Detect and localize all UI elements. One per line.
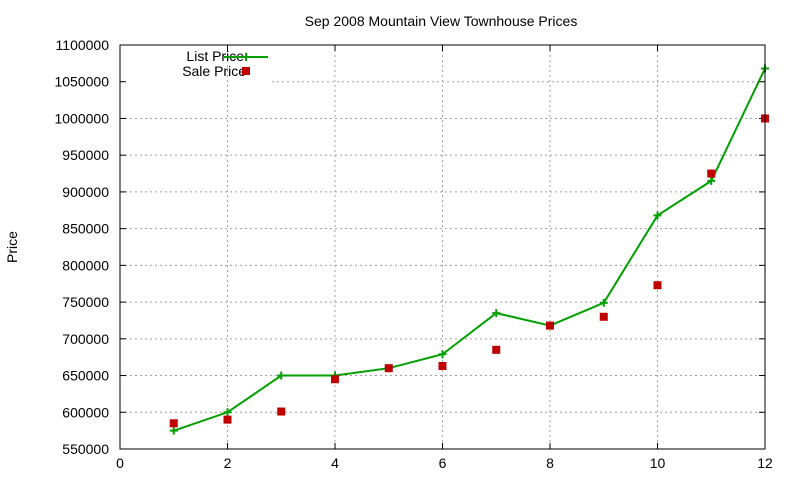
sale-price-point bbox=[223, 415, 232, 424]
y-axis-label: Price bbox=[4, 231, 20, 263]
list-price-point bbox=[599, 298, 608, 307]
chart-title: Sep 2008 Mountain View Townhouse Prices bbox=[305, 13, 578, 29]
y-tick-label: 1100000 bbox=[56, 37, 110, 53]
plot-frame bbox=[119, 44, 766, 450]
list-price-point bbox=[492, 309, 501, 318]
x-tick-label: 0 bbox=[116, 455, 124, 471]
legend-label-sale-price: Sale Price bbox=[182, 63, 246, 79]
legend-sample-sale-price bbox=[242, 67, 250, 75]
plot-series bbox=[169, 64, 769, 435]
sale-price-point bbox=[707, 169, 716, 178]
y-tick-label: 650000 bbox=[62, 368, 109, 384]
sale-price-point bbox=[438, 361, 447, 370]
legend: List Price Sale Price bbox=[182, 48, 268, 79]
y-tick-label: 900000 bbox=[62, 184, 109, 200]
sale-price-point bbox=[653, 281, 662, 290]
list-price-point bbox=[277, 371, 286, 380]
list-price-point bbox=[707, 176, 716, 185]
grid-lines bbox=[120, 45, 765, 449]
x-tick-label: 12 bbox=[757, 455, 773, 471]
y-tick-label: 750000 bbox=[62, 294, 109, 310]
list-price-point bbox=[169, 426, 178, 435]
y-tick-label: 1050000 bbox=[54, 74, 109, 90]
sale-price-point bbox=[599, 312, 608, 321]
sale-price-point bbox=[331, 375, 339, 384]
x-tick-label: 4 bbox=[331, 455, 339, 471]
y-tick-label: 600000 bbox=[62, 404, 109, 420]
x-tick-label: 8 bbox=[546, 455, 554, 471]
x-tick-label: 10 bbox=[650, 455, 666, 471]
sale-price-point bbox=[546, 321, 554, 330]
y-tick-label: 550000 bbox=[62, 441, 109, 457]
sale-price-point bbox=[169, 419, 178, 428]
sale-price-point bbox=[384, 364, 393, 373]
y-tick-label: 700000 bbox=[62, 331, 109, 347]
x-tick-label: 6 bbox=[439, 455, 447, 471]
y-tick-label: 850000 bbox=[62, 221, 109, 237]
y-tick-label: 950000 bbox=[62, 147, 109, 163]
list-price-point bbox=[438, 350, 447, 359]
series-line-list-price bbox=[173, 68, 766, 432]
y-tick-label: 1000000 bbox=[54, 110, 109, 126]
sale-price-point bbox=[277, 407, 286, 416]
x-tick-label: 2 bbox=[224, 455, 232, 471]
legend-label-list-price: List Price bbox=[186, 48, 244, 64]
list-price-point bbox=[223, 408, 232, 417]
sale-price-point bbox=[492, 345, 501, 354]
axis-ticks: 0 2 4 6 8 10 12 550000 600000 650000 700000 750000 8… bbox=[54, 37, 773, 471]
y-tick-label: 800000 bbox=[62, 257, 109, 273]
list-price-point bbox=[653, 211, 662, 220]
